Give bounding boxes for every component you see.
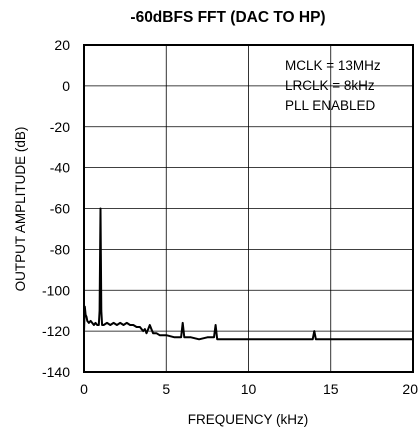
x-tick-label-0: 0 — [80, 381, 88, 397]
settings-annotation: MCLK = 13MHz LRCLK = 8kHz PLL ENABLED — [285, 58, 381, 113]
y-axis-ticks: 20 0 -20 -40 -60 -80 -100 -120 -140 — [42, 37, 70, 380]
y-tick-label-2: -20 — [50, 119, 70, 135]
chart-title: -60dBFS FFT (DAC TO HP) — [130, 9, 325, 26]
x-tick-label-1: 5 — [162, 381, 170, 397]
y-tick-label-8: -140 — [42, 364, 70, 380]
y-tick-label-5: -80 — [50, 241, 70, 257]
x-tick-label-3: 15 — [323, 381, 339, 397]
x-tick-label-2: 10 — [241, 381, 257, 397]
x-axis-ticks: 0 5 10 15 20 — [80, 381, 418, 397]
x-tick-label-4: 20 — [402, 381, 418, 397]
annotation-line-2: PLL ENABLED — [285, 98, 376, 113]
y-tick-label-7: -120 — [42, 323, 70, 339]
y-tick-label-1: 0 — [62, 78, 70, 94]
annotation-line-0: MCLK = 13MHz — [285, 58, 381, 73]
y-tick-label-6: -100 — [42, 282, 70, 298]
x-axis-label: FREQUENCY (kHz) — [188, 412, 309, 427]
y-tick-label-3: -40 — [50, 160, 70, 176]
y-tick-label-0: 20 — [54, 37, 70, 53]
grid — [84, 45, 413, 372]
y-tick-label-4: -60 — [50, 201, 70, 217]
annotation-line-1: LRCLK = 8kHz — [285, 78, 375, 93]
y-axis-label: OUTPUT AMPLITUDE (dB) — [13, 127, 28, 292]
